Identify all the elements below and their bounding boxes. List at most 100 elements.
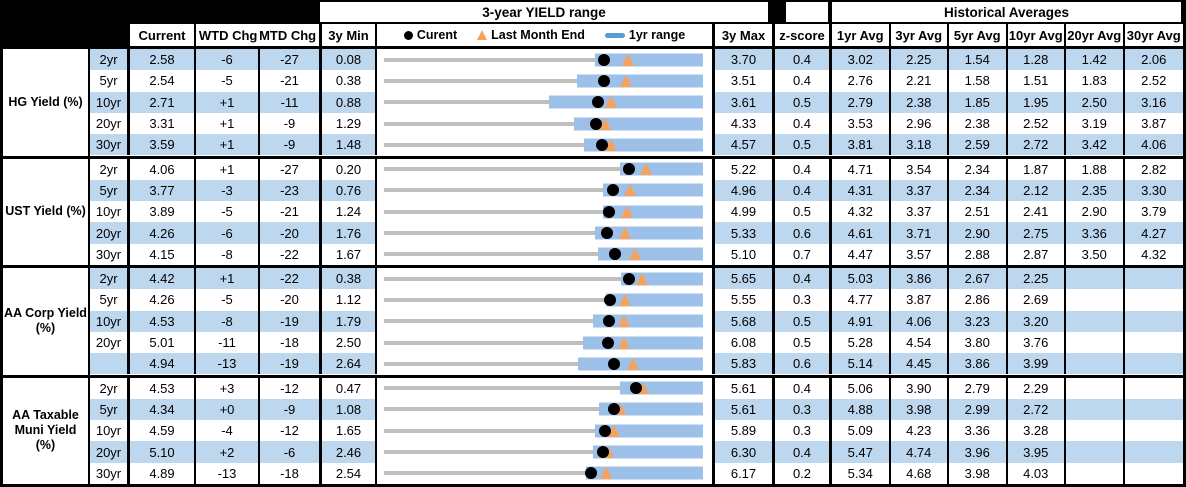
last-month-triangle [621,205,634,218]
current-dot [591,96,604,109]
range-track [384,361,703,366]
cell-3y-max: 5.65 [715,268,775,290]
cell-avg: 3.86 [891,268,949,290]
1yr-range-bar [578,357,703,371]
last-month-triangle [608,424,621,437]
cell-tenor: 2yr [90,377,130,399]
group-label: UST Yield (%) [3,158,90,265]
cell-tenor: 30yr [90,134,130,156]
group-rows: 2yr 4.42 +1 -22 0.38 5.65 0.4 5.03 3.86 2.67 2.25 5… [90,268,1183,375]
current-dot [606,184,619,197]
cell-avg [1066,462,1125,484]
cell-mtd-chg: -19 [260,353,322,375]
cell-avg [1125,378,1184,399]
cell-3y-min: 0.38 [322,268,377,290]
cell-avg: 3.37 [891,179,949,202]
cell-avg: 3.95 [1008,441,1066,463]
cell-avg: 1.51 [1008,70,1066,92]
cell-mtd-chg: -21 [260,70,322,92]
cell-mtd-chg: -23 [260,179,322,202]
cell-z-score: 0.4 [775,112,832,135]
cell-avg [1125,420,1184,441]
cell-avg: 4.06 [1141,137,1167,153]
yield-group: UST Yield (%) 2yr 4.06 +1 -27 0.20 5.22 0.4 4.71… [3,155,1183,265]
cell-current: 2.58 [130,49,196,71]
cell-3y-max: 3.61 [715,91,775,113]
current-dot [607,403,620,416]
cell-avg: 2.29 [1008,377,1066,399]
cell-avg [1066,377,1125,399]
current-dot [598,53,611,66]
cell-z-score: 0.4 [775,268,832,290]
cell-avg: 4.32 [1141,246,1167,262]
table-row: 2yr 4.53 +3 -12 0.47 5.61 0.4 5.06 3.90 2.79 2.29 [90,377,1184,399]
cell-avg: 2.21 [891,70,949,92]
range-chart [377,331,715,354]
current-dot [604,293,617,306]
cell-avg: 3.87 [1141,116,1167,132]
cell-avg: 2.52 [1008,112,1066,135]
cell-mtd-chg: -20 [260,222,322,244]
legend-range-label: 1yr range [628,28,686,42]
cell-z-score: 0.4 [775,377,832,399]
cell-avg: 4.47 [832,243,891,265]
cell-avg: 4.03 [1008,462,1066,484]
cell-avg: 4.68 [891,462,949,484]
cell-avg: 3.19 [1066,112,1125,135]
last-month-triangle [622,53,635,66]
cell-3y-min: 0.08 [322,49,377,71]
range-track-zone [384,201,703,222]
col-header-avg: 10yr Avg [1007,24,1066,46]
cell-z-score: 0.3 [775,420,832,442]
range-track [384,231,703,236]
cell-wtd-chg: -11 [196,331,260,354]
cell-avg: 1.85 [949,91,1008,113]
cell-z-score: 0.4 [775,441,832,463]
cell-avg: 2.25 [1008,268,1066,290]
cell-avg: 3.53 [832,112,891,135]
cell-avg: 2.76 [832,70,891,92]
current-dot [602,315,615,328]
cell-avg: 1.42 [1066,49,1125,71]
current-dot [597,446,610,459]
cell-current: 3.89 [130,201,196,223]
cell-3y-max: 5.33 [715,222,775,244]
cell-avg: 2.79 [949,377,1008,399]
cell-avg: 1.83 [1066,70,1125,92]
table-row: 20yr 5.10 +2 -6 2.46 6.30 0.4 5.47 4.74 3.96 3.95 [90,441,1183,463]
cell-mtd-chg: -12 [260,420,322,442]
cell-3y-max: 5.89 [715,420,775,442]
cell-z-score: 0.5 [775,91,832,113]
cell-3y-max: 3.70 [715,49,775,71]
current-dot [589,117,602,130]
cell-current: 4.15 [130,243,196,265]
last-month-triangle [627,357,639,370]
cell-mtd-chg: -11 [260,91,322,113]
cell-avg: 3.42 [1066,134,1125,156]
cell-current: 3.31 [130,112,196,135]
current-dot [622,272,635,285]
cell-avg: 2.90 [949,222,1008,244]
cell-mtd-chg: -19 [260,310,322,332]
range-track-zone [384,378,703,399]
range-chart [377,112,715,135]
cell-z-score: 0.5 [775,310,832,332]
cell-avg: 4.88 [832,398,891,421]
cell-mtd-chg: -18 [260,462,322,484]
range-chart [377,441,715,463]
range-track [384,209,703,214]
cell-tenor: 10yr [90,420,130,442]
cell-avg: 5.28 [832,331,891,354]
cell-wtd-chg: -5 [196,201,260,223]
cell-avg [1066,310,1125,332]
cell-avg: 2.34 [949,158,1008,180]
current-dot [603,205,616,218]
cell-tenor: 20yr [90,441,130,463]
cell-wtd-chg: -8 [196,310,260,332]
cell-tenor: 10yr [90,201,130,223]
cell-3y-max: 5.61 [715,377,775,399]
range-chart [377,49,715,71]
current-dot [598,74,611,87]
cell-wtd-chg: +2 [196,441,260,463]
cell-mtd-chg: -18 [260,331,322,354]
